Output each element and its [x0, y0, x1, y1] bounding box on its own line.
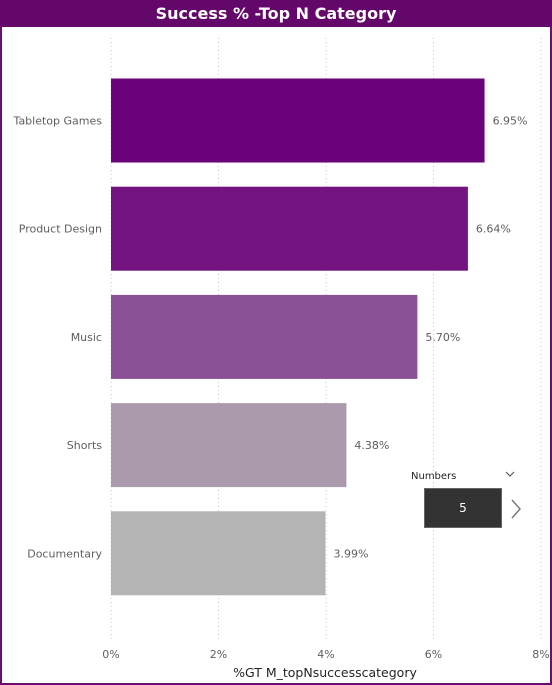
- bar[interactable]: [111, 78, 485, 163]
- bar[interactable]: [111, 403, 347, 488]
- bar[interactable]: [111, 186, 468, 271]
- value-label: 3.99%: [333, 547, 368, 560]
- x-tick-label: 2%: [210, 648, 227, 661]
- category-label: Tabletop Games: [13, 115, 103, 128]
- numbers-slicer-value[interactable]: 5: [424, 488, 502, 528]
- slicer-label: Numbers: [411, 471, 457, 482]
- value-label: 5.70%: [425, 331, 460, 344]
- x-tick-label: 0%: [102, 648, 119, 661]
- value-label: 4.38%: [354, 439, 389, 452]
- x-tick-labels: 0% 2% 4% 6% 8%: [102, 648, 549, 661]
- chart-title: Success % -Top N Category: [0, 0, 552, 27]
- value-labels: 6.95% 6.64% 5.70% 4.38% 3.99%: [333, 115, 527, 561]
- category-label: Documentary: [27, 547, 102, 560]
- bar[interactable]: [111, 511, 326, 596]
- chevron-right-icon[interactable]: [509, 498, 523, 520]
- category-label: Shorts: [67, 439, 103, 452]
- value-label: 6.64%: [476, 223, 511, 236]
- category-label: Product Design: [19, 223, 102, 236]
- value-label: 6.95%: [493, 115, 528, 128]
- chevron-down-icon[interactable]: [505, 469, 515, 479]
- x-tick-label: 8%: [532, 648, 549, 661]
- x-tick-label: 4%: [317, 648, 334, 661]
- x-tick-label: 6%: [425, 648, 442, 661]
- category-label: Music: [71, 331, 102, 344]
- x-axis-title: %GT M_topNsuccesscategory: [233, 665, 417, 680]
- bars: [111, 78, 485, 596]
- category-labels: Tabletop Games Product Design Music Shorts D…: [13, 115, 103, 561]
- bar[interactable]: [111, 294, 418, 379]
